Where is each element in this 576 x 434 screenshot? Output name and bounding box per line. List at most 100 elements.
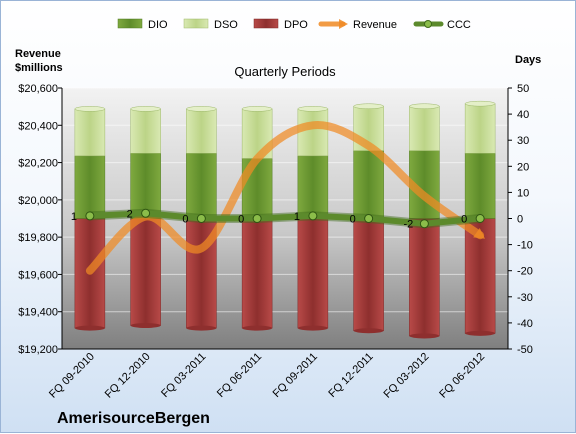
left-axis-title-line1: Revenue $millions bbox=[15, 48, 63, 74]
bar-dso bbox=[297, 108, 329, 157]
ccc-point bbox=[308, 211, 318, 221]
bar-dpo-base bbox=[297, 325, 328, 331]
bar-dpo-base bbox=[353, 328, 384, 334]
ccc-data-label: 1 bbox=[294, 211, 300, 223]
legend-label-dpo: DPO bbox=[284, 19, 308, 31]
bar-dpo bbox=[297, 218, 329, 329]
bar-dso-top bbox=[186, 106, 217, 112]
bar-dpo bbox=[409, 218, 440, 337]
left-axis-title-part: $millions bbox=[15, 62, 63, 74]
ccc-data-label: 1 bbox=[71, 211, 77, 223]
legend-swatch-ccc bbox=[413, 20, 444, 28]
x-tick-label: FQ 03-2011 bbox=[159, 351, 208, 400]
revenue-arrowhead bbox=[473, 227, 486, 239]
bar-dso bbox=[130, 108, 161, 154]
bar-dpo-base bbox=[465, 330, 496, 336]
right-tick-label: 40 bbox=[517, 109, 529, 121]
bar-dpo bbox=[241, 218, 273, 329]
right-tick-label: -30 bbox=[517, 292, 533, 304]
ccc-point bbox=[85, 211, 95, 221]
company-name: AmerisourceBergen bbox=[57, 410, 210, 427]
ccc-point bbox=[141, 208, 151, 218]
bar-dio bbox=[353, 150, 384, 219]
legend-label-dio: DIO bbox=[148, 19, 168, 31]
right-axis-title: Days bbox=[515, 54, 541, 66]
legend-swatch-dso bbox=[183, 18, 209, 29]
bar-dio bbox=[74, 155, 106, 219]
left-tick-label: $19,600 bbox=[18, 269, 58, 281]
bar-dso bbox=[186, 108, 217, 154]
ccc-line: 1 2 0 0 1 0 -2 0 bbox=[71, 208, 485, 231]
right-tick-label: 30 bbox=[517, 135, 529, 147]
bar-dso-top bbox=[130, 106, 161, 112]
legend-swatch-dio bbox=[117, 18, 143, 29]
x-axis: FQ 09-2010 FQ 12-2010 FQ 03-2011 FQ 06-2011… bbox=[47, 348, 508, 401]
legend-label-revenue: Revenue bbox=[353, 19, 397, 31]
x-tick-label: FQ 06-2011 bbox=[215, 351, 264, 400]
left-axis-title-part: Revenue bbox=[15, 48, 61, 60]
ccc-point bbox=[419, 219, 429, 229]
x-tick-label: FQ 12-2011 bbox=[326, 351, 375, 400]
ccc-data-label: 2 bbox=[127, 208, 133, 220]
right-tick-label: -20 bbox=[517, 266, 533, 278]
ccc-point bbox=[196, 214, 206, 223]
right-tick-label: 10 bbox=[517, 187, 529, 199]
bar-dio bbox=[297, 155, 329, 219]
bar-dso-top bbox=[464, 100, 496, 107]
right-tick-label: 50 bbox=[517, 83, 529, 95]
right-tick-label: 20 bbox=[517, 161, 529, 173]
left-tick-label: $20,400 bbox=[18, 120, 58, 132]
right-tick-label: 0 bbox=[517, 214, 523, 226]
bar-dso-top bbox=[297, 106, 329, 112]
legend-label-ccc: CCC bbox=[447, 19, 471, 31]
bar-dpo bbox=[130, 218, 161, 326]
ccc-point bbox=[364, 214, 374, 223]
right-axis: 50 40 30 20 10 0 -10 -20 -30 -40 -50 bbox=[507, 83, 533, 356]
bar-dpo-base bbox=[242, 325, 273, 331]
bar-dso-top bbox=[409, 103, 440, 110]
bar-dpo-base bbox=[186, 325, 217, 331]
right-tick-label: -50 bbox=[517, 344, 533, 356]
bar-dpo-base bbox=[130, 323, 161, 329]
legend-swatch-revenue bbox=[318, 19, 348, 29]
bar-dso bbox=[409, 106, 440, 151]
right-tick-label: -10 bbox=[517, 240, 533, 252]
ccc-series-line bbox=[89, 210, 481, 227]
bars bbox=[74, 100, 496, 339]
left-tick-label: $19,200 bbox=[18, 344, 58, 356]
left-tick-label: $19,400 bbox=[18, 307, 58, 319]
bar-dio bbox=[186, 153, 217, 219]
ccc-point bbox=[252, 214, 262, 223]
ccc-data-label: 0 bbox=[238, 214, 244, 226]
bar-dso-top bbox=[353, 103, 384, 110]
left-tick-label: $20,000 bbox=[18, 195, 58, 207]
bar-dso bbox=[464, 103, 496, 154]
right-tick-label: -40 bbox=[517, 318, 533, 330]
bar-dio bbox=[130, 153, 161, 219]
ccc-data-label: 0 bbox=[350, 214, 356, 226]
x-tick-label: FQ 12-2010 bbox=[103, 351, 153, 401]
left-tick-label: $20,600 bbox=[18, 83, 58, 95]
left-axis: $19,200 $19,400 $19,600 $19,800 $20,000 $20,2… bbox=[18, 83, 63, 356]
chart-title: Quarterly Periods bbox=[234, 64, 336, 79]
bar-dso bbox=[74, 108, 106, 157]
legend-label-dso: DSO bbox=[214, 19, 238, 31]
legend-swatch-dpo bbox=[253, 18, 279, 29]
bar-dpo-base bbox=[74, 325, 105, 331]
bar-dso-top bbox=[74, 106, 106, 112]
ccc-data-label: 0 bbox=[182, 214, 188, 226]
x-tick-label: FQ 03-2012 bbox=[382, 351, 432, 401]
ccc-data-label: 0 bbox=[461, 214, 467, 226]
bar-dio bbox=[464, 153, 496, 219]
ccc-point bbox=[475, 214, 485, 223]
ccc-data-label: -2 bbox=[403, 219, 413, 231]
legend: DIO DSO DPO Revenue CCC bbox=[117, 18, 471, 31]
left-tick-label: $20,200 bbox=[18, 158, 58, 170]
x-tick-label: FQ 09-2011 bbox=[271, 351, 320, 400]
bar-dso-top bbox=[241, 106, 273, 112]
x-tick-label: FQ 09-2010 bbox=[47, 351, 97, 401]
left-tick-label: $19,800 bbox=[18, 232, 58, 244]
bar-dpo-base bbox=[409, 333, 440, 339]
